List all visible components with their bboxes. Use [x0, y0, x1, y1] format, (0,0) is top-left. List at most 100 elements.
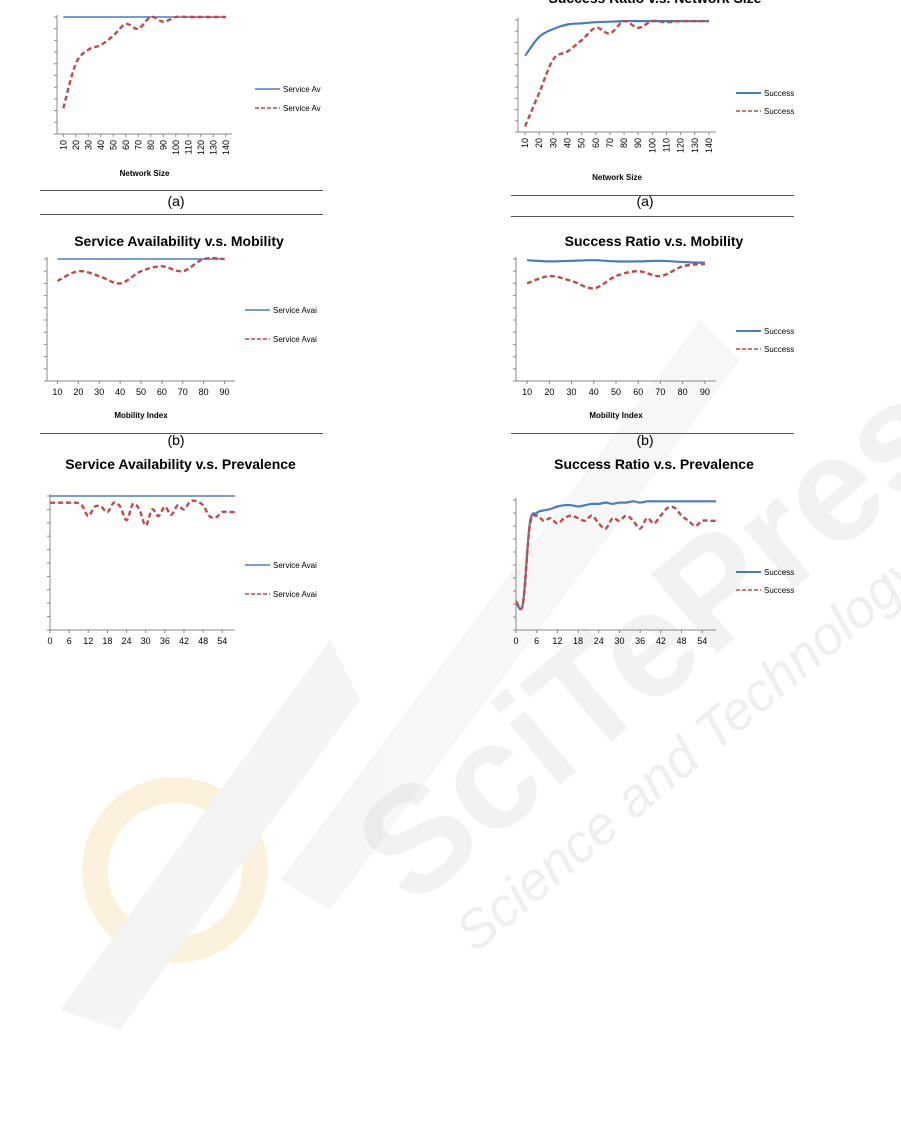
- chart-panel-sa-network: 10 20 30 40 50 60 70 80 90 100 110 120 130 140 Network…: [40, 0, 340, 190]
- series-line-dashed: [523, 19, 709, 127]
- x-tick-label: 30: [548, 138, 558, 148]
- watermark-stroke-1: [60, 640, 360, 1030]
- x-tick-label: 80: [199, 387, 209, 397]
- legend-label: Success: [764, 345, 794, 354]
- x-tick-label: 10: [58, 140, 68, 150]
- separator-line: [40, 433, 323, 434]
- watermark-tagline: Science and Technology Publications: [444, 343, 901, 963]
- x-tick-label: 20: [73, 387, 83, 397]
- x-tick-label: 80: [146, 140, 156, 150]
- x-tick-label: 10: [52, 387, 62, 397]
- series-line-solid: [515, 500, 716, 611]
- x-tick-label: 50: [577, 138, 587, 148]
- separator-line: [40, 190, 323, 191]
- x-tick-label: 20: [71, 140, 81, 150]
- chart-svg: Success Ratio v.s. Prevalence 0 6 12 18 24 30 3…: [513, 456, 794, 646]
- separator-line: [511, 195, 794, 196]
- x-tick-label: 60: [157, 387, 167, 397]
- x-tick-label: 120: [676, 138, 686, 153]
- x-tick-label: 40: [589, 387, 599, 397]
- legend-label: Service Avai: [273, 590, 317, 599]
- x-tick-label: 30: [83, 140, 93, 150]
- legend-label: Service Avai: [273, 306, 317, 315]
- chart-title: Success Ratio v.s. Network Size: [549, 0, 762, 6]
- series-line-dashed: [515, 505, 716, 611]
- x-tick-label: 0: [47, 636, 52, 646]
- x-tick-label: 90: [700, 387, 710, 397]
- x-tick-label: 24: [594, 636, 604, 646]
- x-tick-label: 24: [122, 636, 132, 646]
- chart-panel-sa-prevalence: Service Availability v.s. Prevalence 0 6 12…: [40, 456, 340, 646]
- x-tick-label: 48: [198, 636, 208, 646]
- legend-label: Service Av: [283, 85, 321, 94]
- series-line-solid: [527, 259, 705, 264]
- x-tick-label: 10: [520, 138, 530, 148]
- x-tick-label: 130: [208, 140, 218, 155]
- chart-panel-sr-network: Success Ratio v.s. Network Size 10 20 30 40 5…: [510, 0, 810, 195]
- caption-a-right: (a): [636, 193, 654, 209]
- x-tick-label: 140: [704, 138, 714, 153]
- x-tick-label: 90: [158, 140, 168, 150]
- series-line-dashed: [526, 262, 706, 290]
- x-tick-label: 110: [183, 140, 193, 154]
- legend-label: Success: [764, 89, 794, 98]
- chart-panel-sr-prevalence: Success Ratio v.s. Prevalence 0 6 12 18 24 30 3…: [510, 456, 810, 646]
- x-tick-label: 40: [115, 387, 125, 397]
- chart-title: Success Ratio v.s. Mobility: [565, 233, 744, 249]
- x-tick-label: 60: [591, 138, 601, 148]
- x-tick-label: 140: [221, 140, 231, 155]
- watermark-sun-icon: [82, 777, 268, 963]
- x-tick-label: 48: [677, 636, 687, 646]
- x-tick-label: 100: [647, 138, 657, 153]
- series-line-dashed: [62, 15, 226, 109]
- chart-svg: 10 20 30 40 50 60 70 80 90 100 110 120 130 140 Network…: [54, 15, 321, 178]
- x-tick-label: 90: [220, 387, 230, 397]
- x-tick-label: 40: [563, 138, 573, 148]
- x-tick-label: 18: [102, 636, 112, 646]
- x-tick-label: 50: [136, 387, 146, 397]
- x-tick-label: 130: [690, 138, 700, 153]
- chart-svg: Service Availability v.s. Prevalence 0 6 12…: [47, 456, 317, 646]
- x-tick-label: 30: [141, 636, 151, 646]
- x-tick-label: 30: [94, 387, 104, 397]
- x-tick-label: 42: [179, 636, 189, 646]
- x-tick-label: 100: [171, 140, 181, 155]
- x-tick-label: 70: [178, 387, 188, 397]
- x-tick-label: 60: [121, 140, 131, 150]
- chart-svg: Service Availability v.s. Mobility 10 20 30…: [44, 233, 317, 420]
- x-axis-label: Mobility Index: [589, 411, 643, 420]
- x-tick-label: 12: [83, 636, 93, 646]
- legend-label: Service Avai: [273, 561, 317, 570]
- x-tick-label: 110: [662, 138, 672, 152]
- x-tick-label: 0: [513, 636, 518, 646]
- x-axis-label: Network Size: [120, 169, 170, 178]
- x-tick-label: 70: [605, 138, 615, 148]
- x-tick-label: 90: [633, 138, 643, 148]
- separator-line: [40, 214, 323, 215]
- chart-svg: Success Ratio v.s. Network Size 10 20 30 40 5…: [515, 0, 794, 182]
- x-tick-label: 70: [133, 140, 143, 150]
- chart-svg: Success Ratio v.s. Mobility 10 20 30 40 50 60 7…: [513, 233, 794, 420]
- x-tick-label: 70: [655, 387, 665, 397]
- legend-label: Success: [764, 107, 794, 116]
- series-line-dashed: [56, 256, 225, 285]
- x-tick-label: 30: [567, 387, 577, 397]
- caption-b-right: (b): [636, 432, 654, 448]
- x-tick-label: 120: [196, 140, 206, 155]
- x-tick-label: 54: [697, 636, 707, 646]
- x-tick-label: 80: [678, 387, 688, 397]
- caption-a-left: (a): [167, 193, 185, 209]
- x-axis-label: Network Size: [592, 173, 642, 182]
- legend-label: Success: [764, 327, 794, 336]
- chart-title: Success Ratio v.s. Prevalence: [554, 456, 754, 472]
- separator-line: [511, 433, 794, 434]
- chart-title: Service Availability v.s. Prevalence: [65, 456, 296, 472]
- caption-b-left: (b): [167, 432, 185, 448]
- x-axis-label: Mobility Index: [114, 411, 168, 420]
- x-tick-label: 50: [108, 140, 118, 150]
- legend-label: Success: [764, 586, 794, 595]
- x-tick-label: 30: [614, 636, 624, 646]
- legend-label: Service Avai: [273, 335, 317, 344]
- separator-line: [511, 216, 794, 217]
- legend-label: Service Av: [283, 104, 321, 113]
